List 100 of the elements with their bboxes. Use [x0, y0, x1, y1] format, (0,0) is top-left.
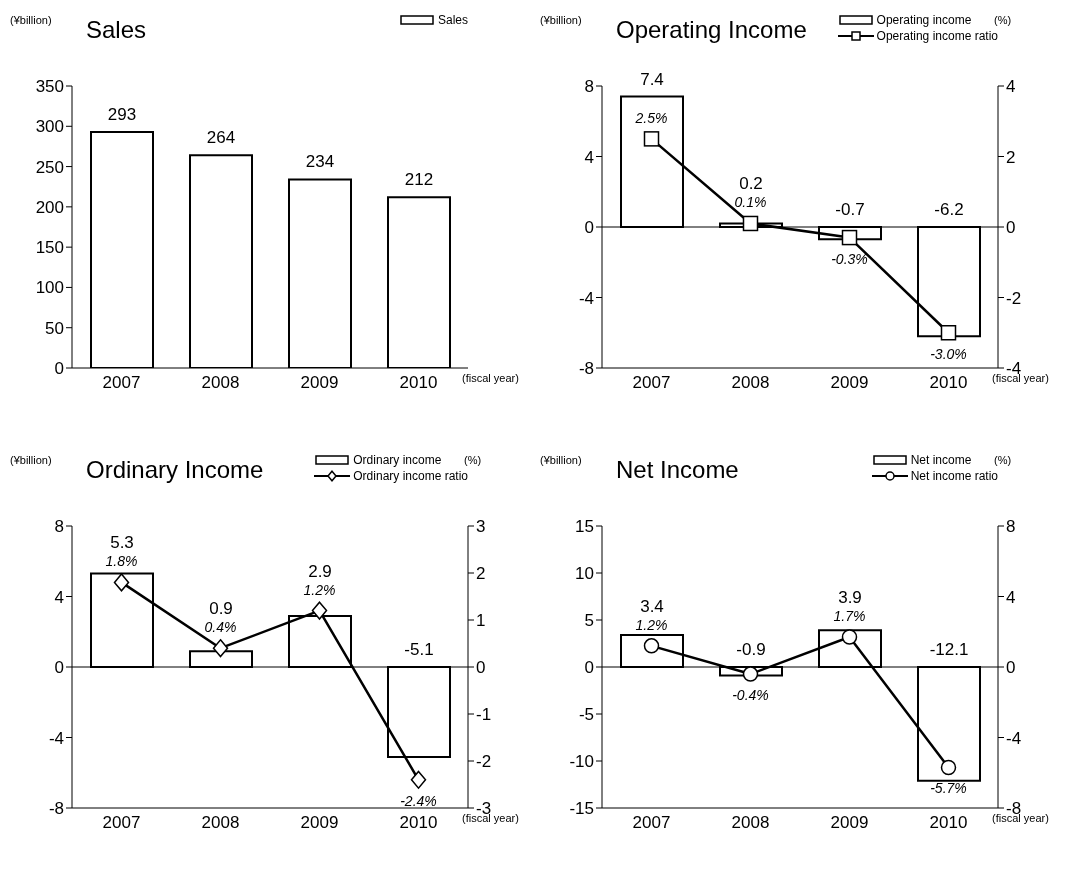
y-tick-label: 50 [45, 318, 64, 338]
x-tick-label: 2010 [929, 813, 968, 833]
y2-axis-title: (%) [994, 454, 1012, 466]
y-tick-label: 5 [584, 611, 594, 631]
data-label: 0.4% [204, 619, 237, 636]
data-label: -5.7% [930, 780, 967, 797]
data-label: 0.2 [739, 174, 763, 194]
x-tick-label: 2010 [399, 373, 438, 393]
x-axis-title: (fiscal year) [462, 372, 519, 384]
chart-title: Ordinary Income [86, 456, 264, 484]
x-tick-label: 2008 [201, 373, 240, 393]
y-axis-title: (¥billion) [10, 14, 52, 26]
y-tick-label: 4 [584, 147, 594, 167]
data-label: -0.3% [831, 250, 868, 267]
y-tick-label: 100 [35, 278, 64, 298]
x-tick-label: 2008 [731, 373, 770, 393]
data-label: 1.2% [303, 581, 336, 598]
data-label: -0.4% [732, 687, 769, 704]
data-label: 234 [305, 152, 335, 172]
y-tick-label: -5 [578, 705, 594, 725]
data-label: 3.4 [640, 596, 664, 616]
y2-tick-label: 2 [1006, 147, 1016, 167]
data-label: 1.8% [105, 553, 138, 570]
data-label: 0.9 [209, 599, 233, 619]
legend-label: Net income ratio [910, 469, 998, 483]
y-tick-label: 300 [35, 117, 64, 137]
legend-label: Net income [910, 453, 972, 467]
y-tick-label: -4 [578, 288, 594, 308]
y-axis-title: (¥billion) [540, 14, 582, 26]
y2-tick-label: -2 [476, 752, 492, 772]
x-tick-label: 2009 [300, 373, 339, 393]
x-tick-label: 2010 [399, 813, 438, 833]
chart-title: Operating Income [616, 16, 807, 44]
y2-tick-label: -2 [1006, 288, 1022, 308]
y-tick-label: 250 [35, 157, 64, 177]
legend-label: Ordinary income [353, 453, 442, 467]
x-tick-label: 2008 [201, 813, 240, 833]
y2-axis-title: (%) [464, 454, 482, 466]
data-label: -0.7 [835, 200, 865, 219]
y-axis-title: (¥billion) [540, 454, 582, 466]
data-label: 264 [206, 128, 236, 148]
data-label: -0.9 [736, 640, 766, 659]
y2-tick-label: 4 [1006, 587, 1016, 607]
y2-tick-label: 0 [1006, 218, 1016, 238]
y-tick-label: -4 [48, 728, 64, 748]
x-tick-label: 2008 [731, 813, 770, 833]
chart-title: Sales [86, 16, 147, 44]
y2-tick-label: 4 [1006, 77, 1016, 97]
y-tick-label: -8 [578, 359, 594, 379]
y-tick-label: -10 [569, 752, 594, 772]
x-tick-label: 2007 [632, 813, 671, 833]
y2-tick-label: 1 [476, 611, 486, 631]
legend-label: Sales [437, 13, 468, 27]
legend-label: Operating income ratio [876, 29, 998, 43]
data-label: -3.0% [930, 345, 967, 362]
y-tick-label: 350 [35, 77, 64, 97]
y-tick-label: 15 [575, 517, 594, 537]
y2-tick-label: -4 [1006, 728, 1022, 748]
y-tick-label: 0 [54, 359, 64, 379]
data-label: -12.1 [929, 640, 969, 659]
data-label: 3.9 [838, 588, 862, 608]
legend-label: Ordinary income ratio [353, 469, 468, 483]
y2-tick-label: 8 [1006, 517, 1016, 537]
data-label: 1.7% [833, 608, 866, 625]
y-axis-title: (¥billion) [10, 454, 52, 466]
y-tick-label: 0 [584, 658, 594, 678]
data-label: -5.1 [404, 640, 434, 659]
y-tick-label: -8 [48, 799, 64, 819]
data-label: 212 [404, 170, 434, 190]
x-tick-label: 2010 [929, 373, 968, 393]
y-tick-label: -15 [569, 799, 594, 819]
y2-tick-label: 0 [476, 658, 486, 678]
legend-label: Operating income [876, 13, 972, 27]
x-tick-label: 2009 [830, 373, 869, 393]
x-tick-label: 2007 [102, 373, 141, 393]
data-label: -6.2 [934, 200, 964, 219]
data-label: 293 [107, 104, 137, 124]
y2-tick-label: -1 [476, 705, 492, 725]
y-tick-label: 200 [35, 197, 64, 217]
y-tick-label: 150 [35, 238, 64, 258]
data-label: 2.9 [308, 561, 332, 581]
x-tick-label: 2007 [102, 813, 141, 833]
data-label: -2.4% [400, 792, 437, 809]
y-tick-label: 8 [54, 517, 64, 537]
y2-tick-label: 2 [476, 564, 486, 584]
data-label: 1.2% [635, 616, 668, 633]
x-tick-label: 2009 [830, 813, 869, 833]
data-label: 2.5% [634, 109, 668, 126]
data-label: 7.4 [640, 69, 664, 89]
y-tick-label: 0 [584, 218, 594, 238]
y-tick-label: 10 [575, 564, 594, 584]
x-tick-label: 2009 [300, 813, 339, 833]
y2-axis-title: (%) [994, 14, 1012, 26]
y-tick-label: 4 [54, 587, 64, 607]
y-tick-label: 0 [54, 658, 64, 678]
y-tick-label: 8 [584, 77, 594, 97]
y2-tick-label: 3 [476, 517, 486, 537]
data-label: 5.3 [110, 533, 134, 553]
y2-tick-label: 0 [1006, 658, 1016, 678]
x-tick-label: 2007 [632, 373, 671, 393]
